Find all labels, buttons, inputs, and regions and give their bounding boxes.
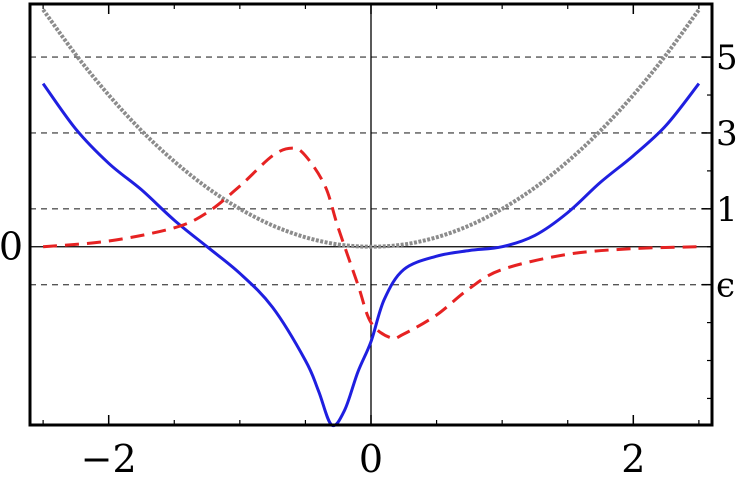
series-line-dashed-red (42, 146, 699, 341)
series-line-dotted-gray (41, 8, 701, 249)
ticks (42, 4, 712, 425)
tick-labels: −2 0 2 5 3 1 ϵ 0 (0, 38, 738, 479)
series-line-solid-blue (41, 82, 701, 428)
curves (41, 8, 701, 428)
right-tick-label: 1 (716, 190, 738, 230)
right-tick-label: ϵ (716, 266, 735, 306)
origin-axes (30, 4, 712, 425)
right-tick-label: 3 (716, 114, 738, 154)
x-tick-label: 0 (359, 437, 383, 479)
left-tick-label: 0 (0, 225, 23, 269)
x-tick-label: 2 (621, 437, 645, 479)
right-tick-label: 5 (716, 38, 738, 78)
x-tick-label: −2 (81, 437, 137, 479)
